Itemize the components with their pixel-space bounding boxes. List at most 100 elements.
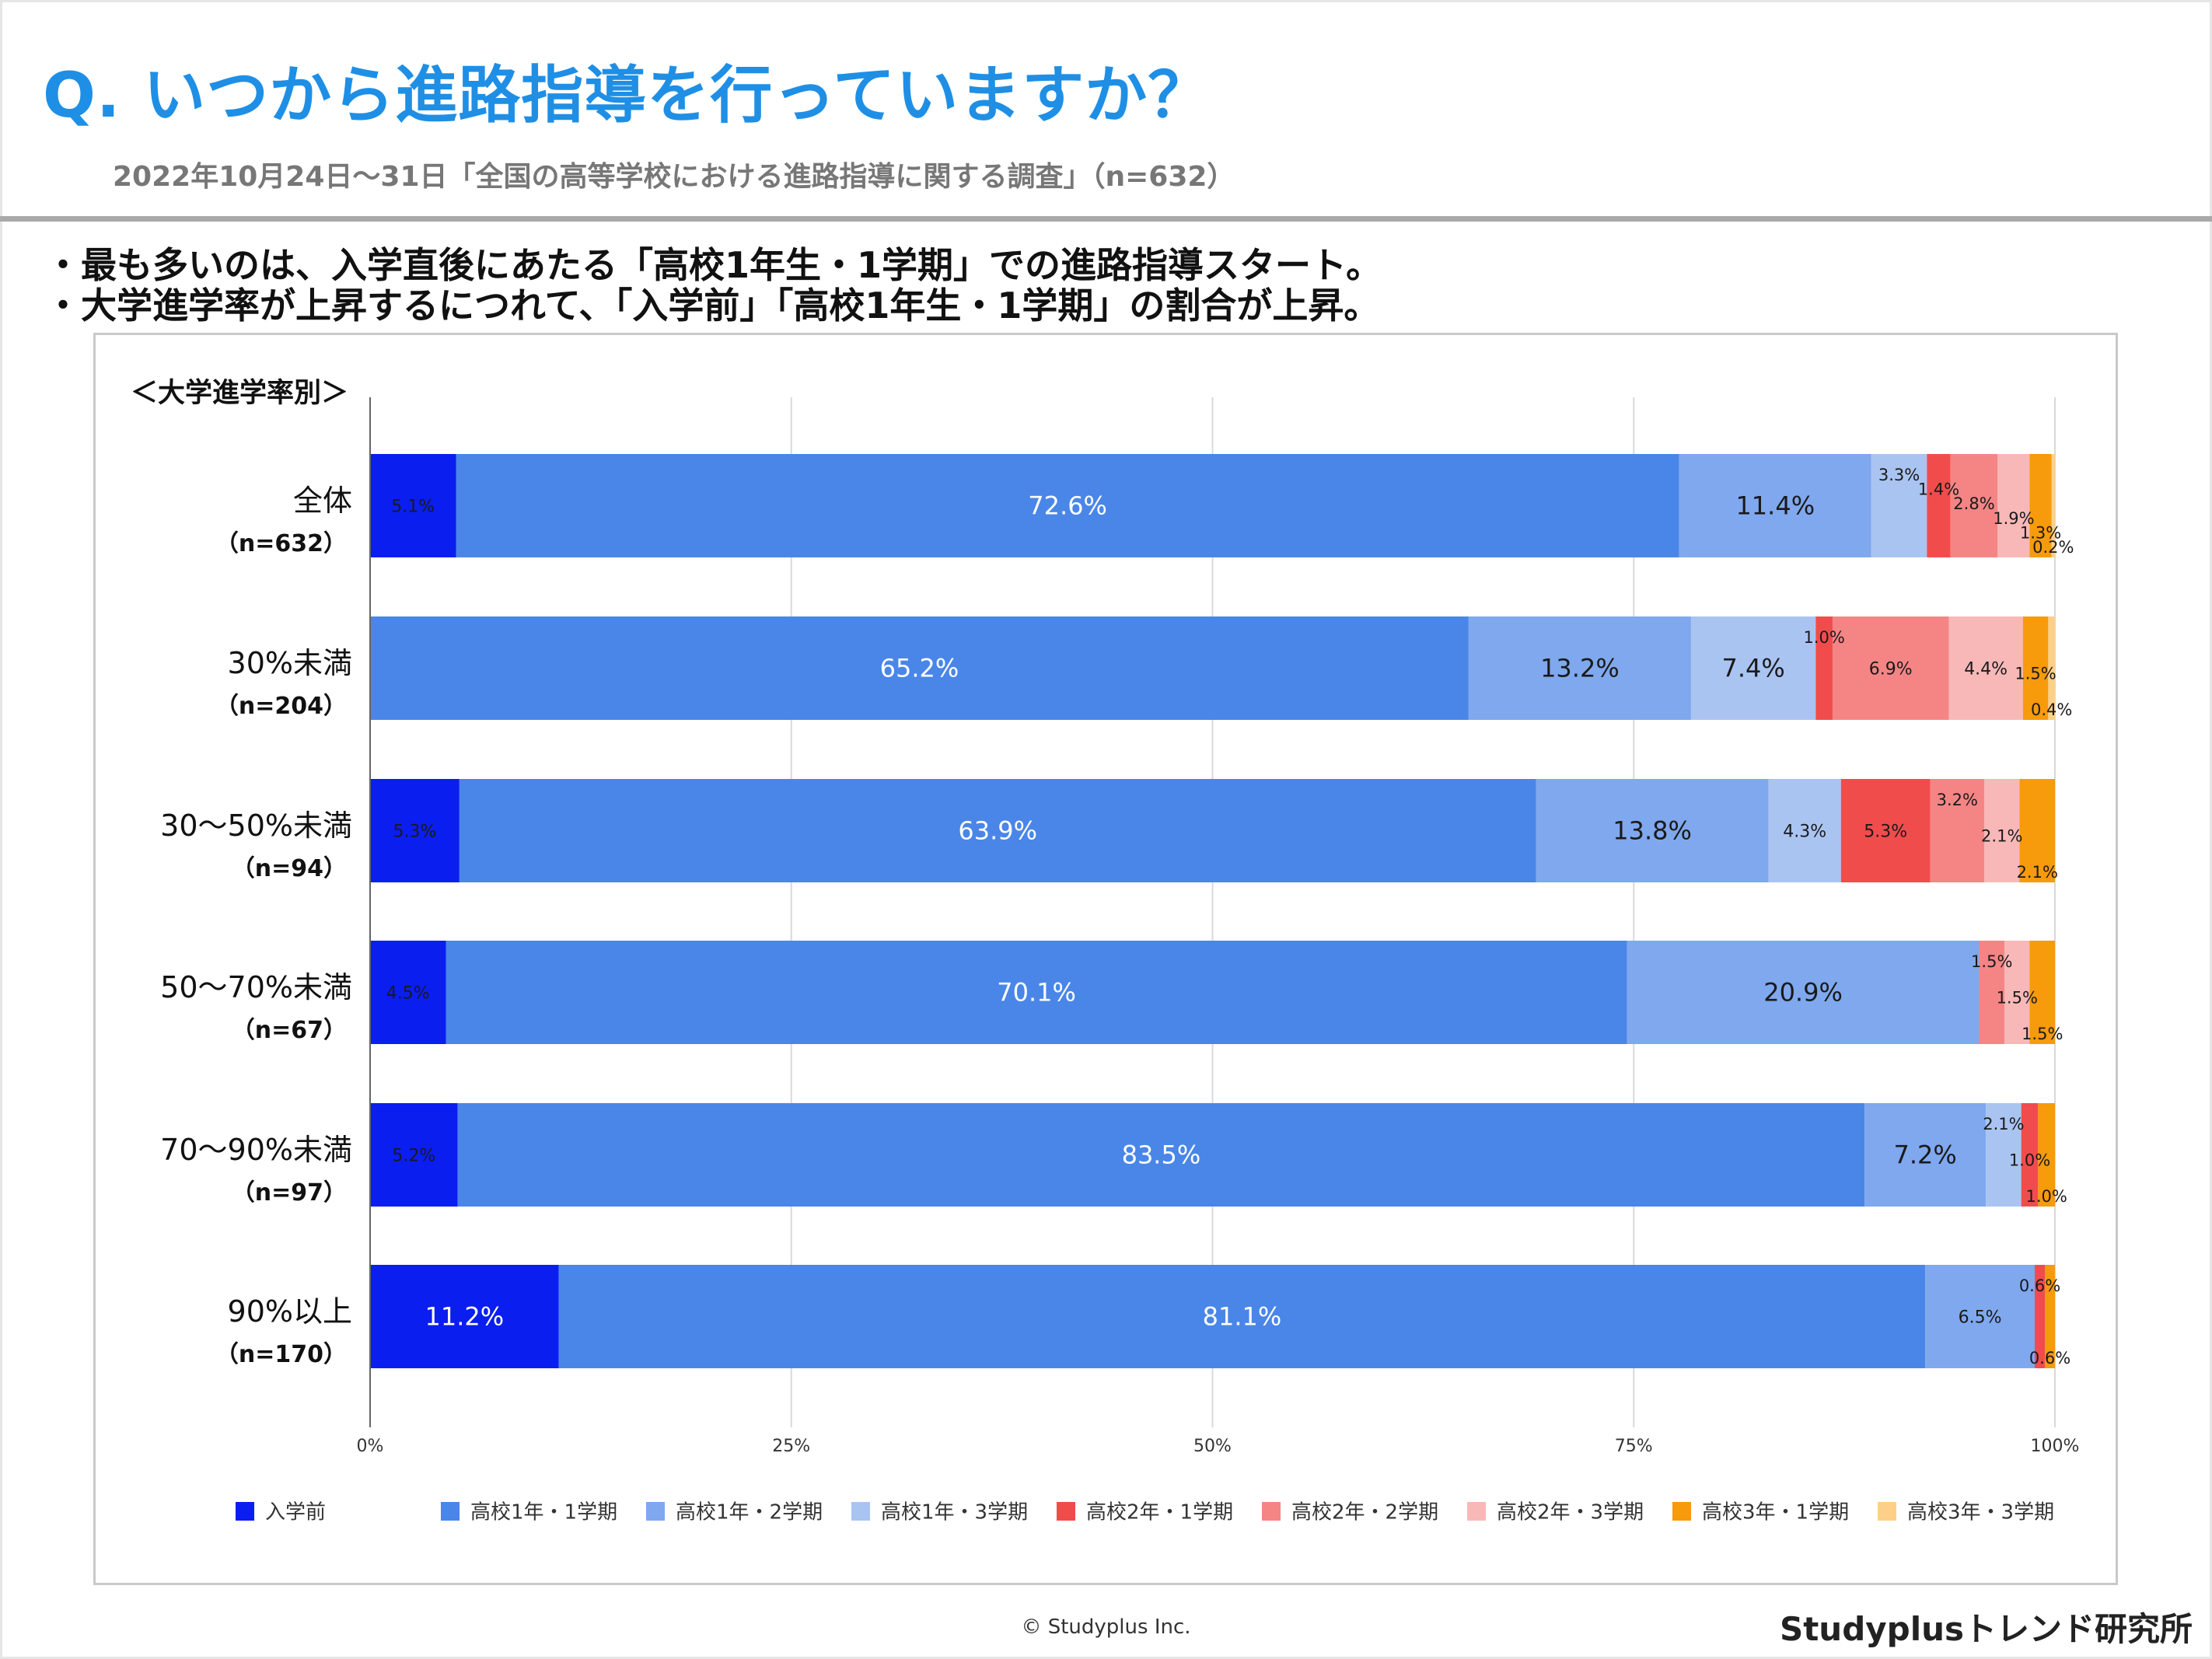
- data-label: 4.3%: [1783, 823, 1826, 842]
- bullet-point-2: ・大学進学率が上昇するにつれて、「入学前」「高校1年生・1学期」の割合が上昇。: [45, 285, 1380, 327]
- data-label-small: 1.5%: [1971, 952, 2012, 971]
- bar-segment: [446, 941, 1627, 1044]
- data-label: 11.4%: [1735, 491, 1815, 521]
- group-label: ＜大学進学率別＞: [131, 377, 348, 409]
- bar-segment: [1927, 454, 1951, 557]
- legend-swatch: [1262, 1502, 1281, 1521]
- data-label-small: 0.2%: [2032, 538, 2074, 557]
- bar-segment: [1979, 941, 2004, 1044]
- data-label: 72.6%: [1028, 491, 1107, 521]
- x-tick-label: 25%: [772, 1437, 810, 1456]
- category-label: 全体: [293, 484, 352, 518]
- data-label: 83.5%: [1122, 1140, 1201, 1170]
- bar-segment: [1948, 616, 2023, 720]
- category-label: 90%以上: [228, 1294, 352, 1329]
- data-label: 4.5%: [386, 984, 430, 1004]
- bar-segment: [1925, 1265, 2035, 1368]
- category-label: 70〜90%未満: [160, 1133, 352, 1167]
- bar-segment: [1815, 616, 1833, 720]
- copyright-text: © Studyplus Inc.: [1021, 1615, 1191, 1639]
- bar-segment: [2038, 1103, 2055, 1207]
- header-divider: [0, 216, 2212, 222]
- bar-segment: [1832, 616, 1949, 720]
- bar-segment: [1983, 779, 2020, 882]
- stacked-bar-chart: 0% 25% 50% 75% 100% ＜大学進学率別＞ 全体 （n=632） 30%未満 （n=…: [131, 377, 2079, 1525]
- bar-segment: [1840, 779, 1931, 882]
- data-label-small: 1.0%: [1803, 628, 1844, 647]
- category-n-label: （n=97）: [232, 1179, 347, 1207]
- data-label-small: 1.3%: [2020, 523, 2061, 542]
- data-label-small: 2.8%: [1953, 494, 1994, 513]
- data-label: 6.5%: [1959, 1308, 2002, 1328]
- bar-segment: [370, 779, 460, 882]
- bar-segment: [1627, 941, 1980, 1044]
- bar-segment: [2029, 941, 2055, 1044]
- bar-segment: [2019, 779, 2055, 882]
- data-label: 6.9%: [1869, 660, 1913, 679]
- bar-segment: [2021, 1103, 2039, 1207]
- legend-label: 高校1年・1学期: [470, 1501, 617, 1525]
- data-label-small: 0.4%: [2031, 700, 2072, 719]
- category-n-label: （n=94）: [232, 855, 347, 882]
- bar-segment: [1986, 1103, 2022, 1207]
- legend-label: 高校1年・3学期: [881, 1501, 1028, 1525]
- bar-segment: [370, 1265, 559, 1368]
- data-label-small: 1.9%: [1993, 509, 2034, 528]
- data-label-small: 3.3%: [1878, 466, 1920, 484]
- data-label: 7.2%: [1893, 1140, 1956, 1170]
- data-label-small: 1.5%: [2015, 665, 2056, 683]
- bar-segment: [1950, 454, 1998, 557]
- x-tick-label: 75%: [1615, 1437, 1653, 1456]
- data-label-small: 1.5%: [1997, 989, 2038, 1008]
- data-label: 81.1%: [1203, 1302, 1282, 1332]
- legend-label: 高校2年・3学期: [1497, 1501, 1644, 1525]
- data-label-small: 2.1%: [1983, 1115, 2024, 1133]
- data-label: 11.2%: [425, 1302, 505, 1332]
- bar-segment: [1679, 454, 1871, 557]
- bar-segment: [2044, 1265, 2055, 1368]
- bar-segment: [456, 454, 1679, 557]
- data-label: 13.2%: [1540, 654, 1620, 683]
- bar-segment: [1930, 779, 1984, 882]
- data-label: 4.4%: [1964, 660, 2008, 679]
- x-tick-label: 0%: [357, 1437, 384, 1456]
- data-label: 13.8%: [1613, 816, 1692, 846]
- data-label-small: 0.6%: [2019, 1277, 2060, 1295]
- data-label-small: 1.4%: [1918, 480, 1959, 499]
- brand-logo-text: Studyplusトレンド研究所: [1779, 1610, 2193, 1648]
- legend-label: 入学前: [265, 1501, 326, 1525]
- bar-segment: [457, 1103, 1865, 1207]
- page-title: Q. いつから進路指導を行っていますか？: [43, 59, 1211, 131]
- data-label: 70.1%: [997, 978, 1076, 1008]
- data-label-small: 1.5%: [2022, 1025, 2063, 1043]
- legend-swatch: [1878, 1502, 1896, 1521]
- bar-segment: [1468, 616, 1691, 720]
- data-label: 7.4%: [1721, 654, 1784, 683]
- legend-swatch: [851, 1502, 870, 1521]
- legend-label: 高校2年・2学期: [1291, 1501, 1438, 1525]
- survey-subtitle: 2022年10月24日〜31日「全国の高等学校における進路指導に関する調査」（n…: [113, 161, 1235, 193]
- x-tick-label: 50%: [1193, 1437, 1232, 1456]
- data-label: 5.3%: [1864, 823, 1907, 842]
- data-label: 20.9%: [1763, 978, 1843, 1008]
- data-label: 65.2%: [880, 654, 959, 683]
- bar-segment: [370, 941, 446, 1044]
- bar-segment: [1536, 779, 1769, 882]
- data-label: 5.3%: [393, 823, 436, 842]
- bullet-point-1: ・最も多いのは、入学直後にあたる「高校1年生・1学期」での進路指導スタート。: [45, 244, 1382, 286]
- category-n-label: （n=170）: [215, 1341, 347, 1368]
- data-label-small: 3.2%: [1937, 791, 1978, 809]
- bar-segment: [1997, 454, 2030, 557]
- bar-segment: [2022, 616, 2049, 720]
- bar-segment: [1871, 454, 1927, 557]
- bar-segment: [558, 1265, 1926, 1368]
- legend-swatch: [646, 1502, 665, 1521]
- bar-segment: [2029, 454, 2052, 557]
- data-label: 5.1%: [391, 498, 435, 517]
- bar-segment: [1690, 616, 1816, 720]
- data-label: 63.9%: [958, 816, 1037, 846]
- legend-label: 高校3年・1学期: [1702, 1501, 1849, 1525]
- bar-segment: [2034, 1265, 2045, 1368]
- bar-segment: [2048, 616, 2055, 720]
